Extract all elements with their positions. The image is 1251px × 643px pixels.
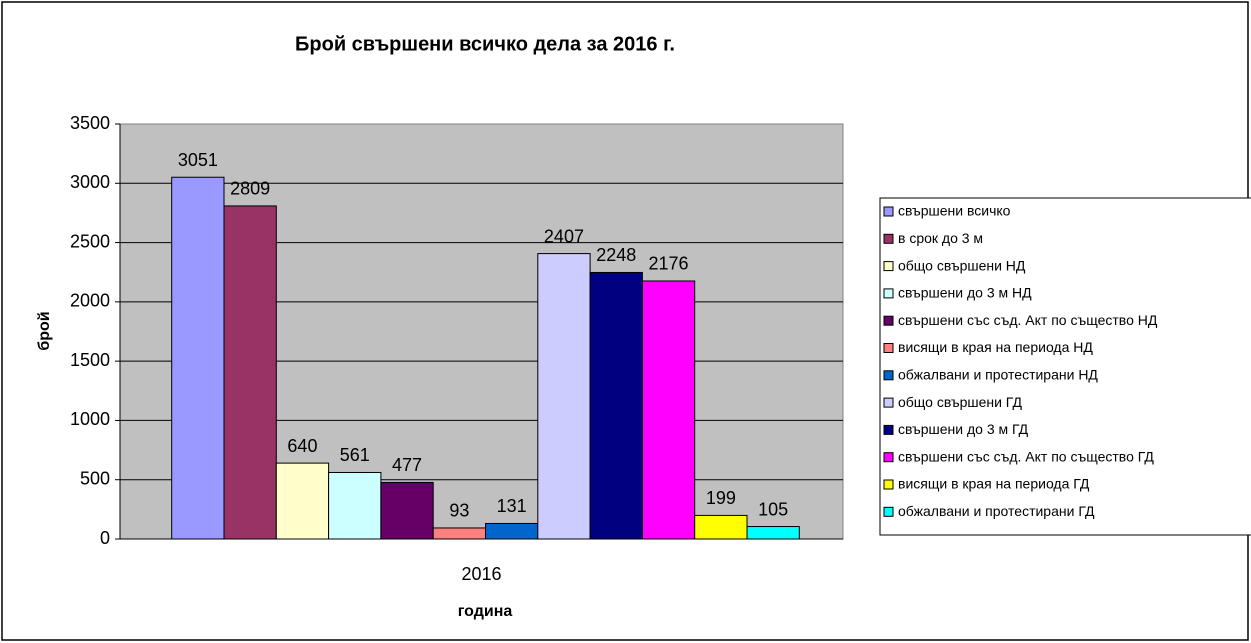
legend-label: в срок до 3 м [898,230,983,246]
y-tick-label: 3000 [70,172,110,192]
legend-label: обжалвани и протестирани ГД [898,503,1095,519]
bar [589,271,643,540]
legend-label: свършени до 3 м ГД [898,421,1029,437]
y-tick-label: 1000 [70,409,110,429]
legend-label: свършени всичко [898,203,1011,219]
bar [223,205,277,540]
data-label: 477 [392,455,422,475]
legend-swatch [883,261,894,272]
legend-label: свършени със съд. Акт по същество ГД [898,448,1154,464]
bar [746,526,800,540]
data-label: 199 [706,488,736,508]
data-label: 93 [449,501,469,521]
chart-title: Брой свършени всичко дела за 2016 г. [295,33,675,55]
x-tick-label: 2016 [461,564,501,584]
legend-label: обжалвани и протестирани НД [898,367,1098,383]
bar [485,522,539,540]
y-tick-label: 3500 [70,113,110,133]
y-tick-label: 500 [80,468,110,488]
legend [879,197,1251,536]
legend-swatch [883,288,894,299]
legend-swatch [883,315,894,326]
y-tick-label: 0 [100,528,110,548]
data-label: 2248 [596,245,636,265]
data-label: 2407 [544,226,584,246]
data-label: 640 [287,436,317,456]
legend-label: висящи в края на периода ГД [898,476,1090,492]
legend-label: висящи в края на периода НД [898,339,1093,355]
data-label: 131 [497,496,527,516]
legend-swatch [883,452,894,463]
legend-label: общо свършени ГД [898,394,1022,410]
legend-swatch [883,479,894,490]
legend-swatch [883,370,894,381]
x-axis-label: година [458,603,513,620]
y-tick-label: 2000 [70,291,110,311]
bar [694,514,748,540]
legend-label: свършени до 3 м НД [898,285,1032,301]
data-label: 2809 [230,179,270,199]
y-tick-label: 1500 [70,350,110,370]
bar [432,527,487,540]
legend-swatch [883,397,894,408]
bar [641,280,696,540]
bar [275,462,330,540]
bar [537,253,591,540]
legend-swatch [883,233,894,244]
legend-label: общо свършени НД [898,257,1026,273]
y-tick-label: 2500 [70,231,110,251]
bar [328,471,382,540]
legend-label: свършени със съд. Акт по същество НД [898,312,1158,328]
data-label: 105 [758,499,788,519]
bar [380,481,434,540]
data-label: 3051 [178,150,218,170]
legend-swatch [883,343,894,353]
bar [171,176,225,540]
y-axis-label: брой [36,311,53,350]
legend-swatch [883,424,894,435]
legend-swatch [883,506,894,517]
data-label: 2176 [649,254,689,274]
data-label: 561 [340,445,370,465]
legend-swatch [883,206,894,217]
